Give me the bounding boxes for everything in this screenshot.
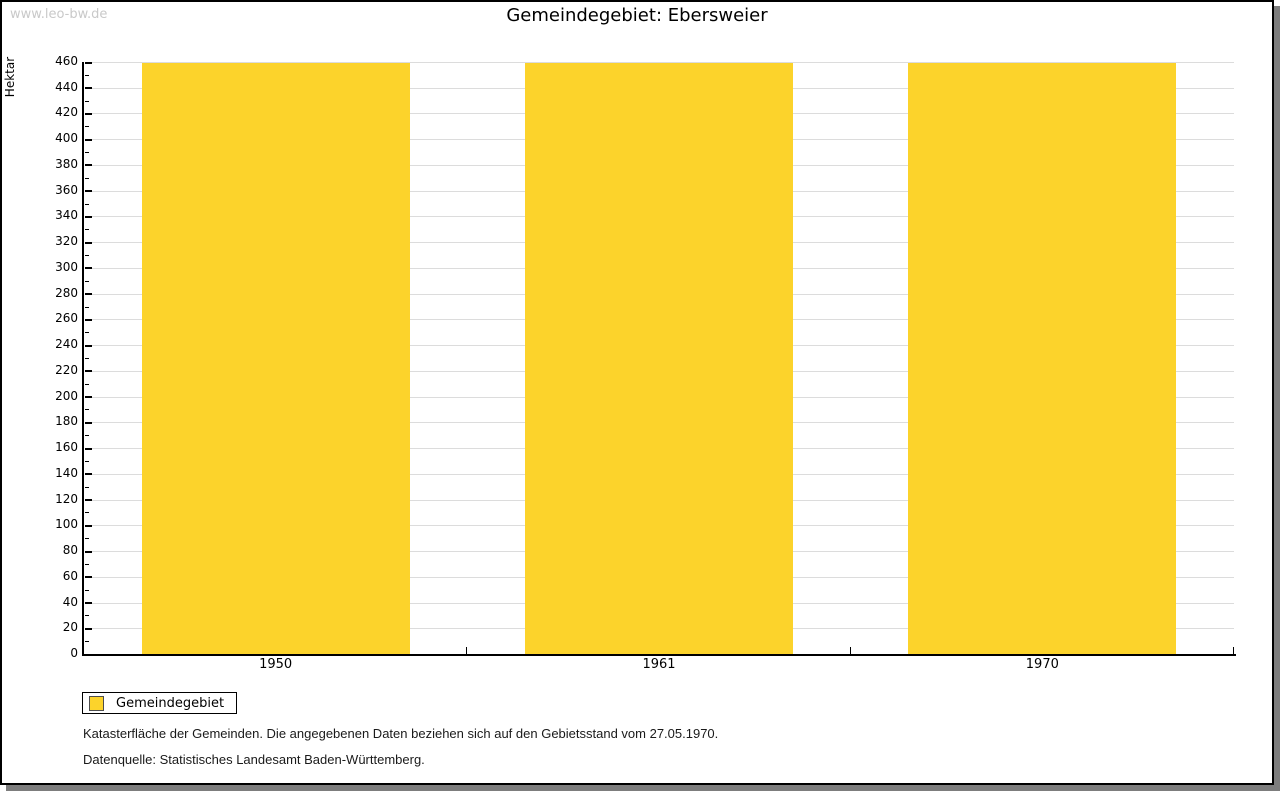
y-axis-tick-label: 440 (55, 79, 78, 94)
y-axis-tick-label: 120 (55, 491, 78, 506)
x-axis-tick-label: 1950 (259, 657, 293, 672)
y-axis-tick-label: 40 (62, 594, 78, 609)
y-axis-minor-tick (85, 306, 89, 308)
y-axis-major-tick (85, 370, 92, 373)
y-axis-minor-tick (85, 563, 89, 565)
y-axis-tick-label: 460 (55, 54, 78, 68)
y-axis-minor-tick (85, 435, 89, 437)
y-axis-minor-tick (85, 538, 89, 540)
y-axis-tick-label: 100 (55, 517, 78, 532)
y-axis-tick-label: 340 (55, 208, 78, 223)
y-axis-minor-tick (85, 255, 89, 257)
y-axis-minor-tick (85, 100, 89, 102)
y-axis-minor-tick (85, 177, 89, 179)
y-axis-tick-label: 80 (62, 543, 78, 558)
y-axis-line (82, 62, 84, 656)
y-axis-minor-tick (85, 460, 89, 462)
y-axis-tick-label: 320 (55, 234, 78, 249)
footer-source: Datenquelle: Statistisches Landesamt Bad… (83, 752, 425, 767)
y-axis-major-tick (85, 344, 92, 347)
y-axis-major-tick (85, 293, 92, 296)
legend-label: Gemeindegebiet (116, 695, 225, 711)
y-axis-minor-tick (85, 641, 89, 643)
y-axis-major-tick (85, 164, 92, 167)
x-axis-line (82, 654, 1236, 656)
y-axis-major-tick (85, 627, 92, 630)
bar-1961 (525, 63, 793, 654)
y-axis-major-tick (85, 396, 92, 399)
x-axis-tick-label: 1961 (642, 657, 676, 672)
watermark: www.leo-bw.de (10, 7, 108, 22)
bar-1950 (141, 63, 410, 654)
gridline (85, 62, 1234, 63)
y-axis-minor-tick (85, 358, 89, 359)
y-axis-tick-label: 60 (62, 568, 78, 583)
y-axis-minor-tick (85, 332, 89, 334)
y-axis-minor-tick (85, 512, 89, 514)
y-axis-minor-tick (85, 126, 89, 128)
y-axis-major-tick (85, 190, 92, 193)
y-axis-minor-tick (85, 486, 89, 488)
x-axis-category-tick (1233, 647, 1234, 654)
y-axis-major-tick (85, 447, 92, 450)
chart-title: Gemeindegebiet: Ebersweier (506, 5, 768, 26)
y-axis-tick-label: 240 (55, 337, 78, 352)
y-axis-major-tick (85, 267, 92, 270)
y-axis-major-tick (85, 87, 92, 90)
y-axis-major-tick (85, 576, 92, 579)
y-axis-major-tick (85, 524, 92, 527)
y-axis-minor-tick (85, 203, 89, 205)
y-axis-tick-label: 400 (55, 131, 78, 146)
y-axis-minor-tick (85, 229, 89, 231)
y-axis-tick-label: 260 (55, 311, 78, 326)
x-axis-category-tick (466, 647, 468, 654)
y-axis-major-tick (85, 112, 92, 115)
y-axis-minor-tick (85, 280, 89, 282)
y-axis-tick-label: 300 (55, 259, 78, 274)
bar-1970 (908, 63, 1177, 654)
x-axis-tick-label: 1970 (1025, 657, 1059, 672)
legend: Gemeindegebiet (82, 692, 238, 714)
y-axis-minor-tick (85, 615, 89, 617)
y-axis-tick-label: 160 (55, 440, 78, 455)
y-axis-minor-tick (85, 589, 89, 591)
y-axis-major-tick (85, 550, 92, 553)
y-axis-tick-label: 420 (55, 105, 78, 120)
x-axis-category-tick (849, 647, 851, 654)
y-axis-tick-label: 140 (55, 465, 78, 480)
y-axis-tick-label: 360 (55, 182, 78, 197)
y-axis-tick-label: 200 (55, 388, 78, 403)
y-axis-major-tick (85, 499, 92, 502)
y-axis-minor-tick (85, 74, 89, 76)
y-axis-major-tick (85, 241, 92, 244)
y-axis-major-tick (85, 421, 92, 424)
y-axis-major-tick (85, 61, 92, 64)
y-axis-minor-tick (85, 152, 89, 154)
y-axis-tick-label: 180 (55, 414, 78, 429)
y-axis-tick-label: 380 (55, 156, 78, 171)
y-axis-tick-label: 280 (55, 285, 78, 300)
y-axis-tick-label: 0 (70, 646, 78, 660)
y-axis-title: Hektar (3, 56, 17, 98)
y-axis-major-tick (85, 602, 92, 605)
y-axis-major-tick (85, 138, 92, 141)
y-axis-tick-label: 20 (62, 620, 78, 635)
plot-area (84, 61, 1234, 654)
y-axis-tick-label: 220 (55, 362, 78, 377)
footer-note: Katasterfläche der Gemeinden. Die angege… (83, 726, 719, 741)
y-axis-minor-tick (85, 383, 89, 385)
y-axis-major-tick (85, 473, 92, 476)
legend-swatch (89, 695, 104, 711)
y-axis-major-tick (85, 215, 92, 218)
y-axis-minor-tick (85, 409, 89, 411)
y-axis-major-tick (85, 318, 92, 321)
